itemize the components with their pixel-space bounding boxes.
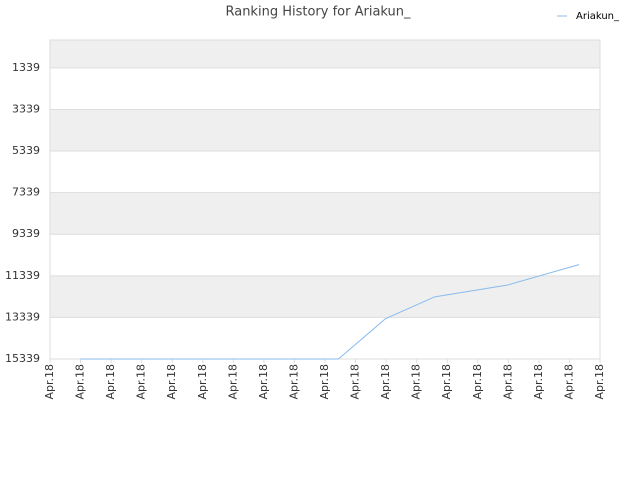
line xyxy=(80,264,580,360)
y-tick-label: 9339 xyxy=(12,227,40,240)
y-tick-label: 13339 xyxy=(5,310,40,323)
band xyxy=(50,109,600,152)
x-tick-label: Apr.18 xyxy=(74,364,87,400)
x-tick-label: Apr.18 xyxy=(43,364,56,400)
x-tick-label: Apr.18 xyxy=(257,364,270,400)
band xyxy=(50,67,600,110)
x-tick-label: Apr.18 xyxy=(379,364,392,400)
y-tick-label: 7339 xyxy=(12,186,40,199)
y-tick-label: 3339 xyxy=(12,102,40,115)
band xyxy=(50,275,600,318)
chart-title: Ranking History for Ariakun_ xyxy=(225,5,411,20)
y-tick-label: 5339 xyxy=(12,144,40,157)
x-tick-label: Apr.18 xyxy=(287,364,300,400)
x-tick-label: Apr.18 xyxy=(135,364,148,400)
x-tick-label: Apr.18 xyxy=(501,364,514,400)
x-tick-label: Apr.18 xyxy=(104,364,117,400)
x-tick-label: Apr.18 xyxy=(410,364,423,400)
x-tick-label: Apr.18 xyxy=(349,364,362,400)
x-tick-label: Apr.18 xyxy=(593,364,606,400)
y-tick-label: 15339 xyxy=(5,352,40,365)
x-tick-label: Apr.18 xyxy=(196,364,209,400)
band xyxy=(50,192,600,235)
band xyxy=(50,151,600,193)
band xyxy=(50,234,600,276)
x-tick-label: Apr.18 xyxy=(318,364,331,400)
x-tick-label: Apr.18 xyxy=(165,364,178,400)
x-tick-label: Apr.18 xyxy=(440,364,453,400)
x-tick-label: Apr.18 xyxy=(532,364,545,400)
band xyxy=(50,40,600,68)
x-tick-label: Apr.18 xyxy=(226,364,239,400)
legend-label: Ariakun_ xyxy=(576,11,620,22)
x-tick-label: Apr.18 xyxy=(562,364,575,400)
y-tick-label: 11339 xyxy=(5,269,40,282)
band xyxy=(50,317,600,359)
y-tick-label: 1339 xyxy=(12,61,40,74)
x-tick-label: Apr.18 xyxy=(471,364,484,400)
